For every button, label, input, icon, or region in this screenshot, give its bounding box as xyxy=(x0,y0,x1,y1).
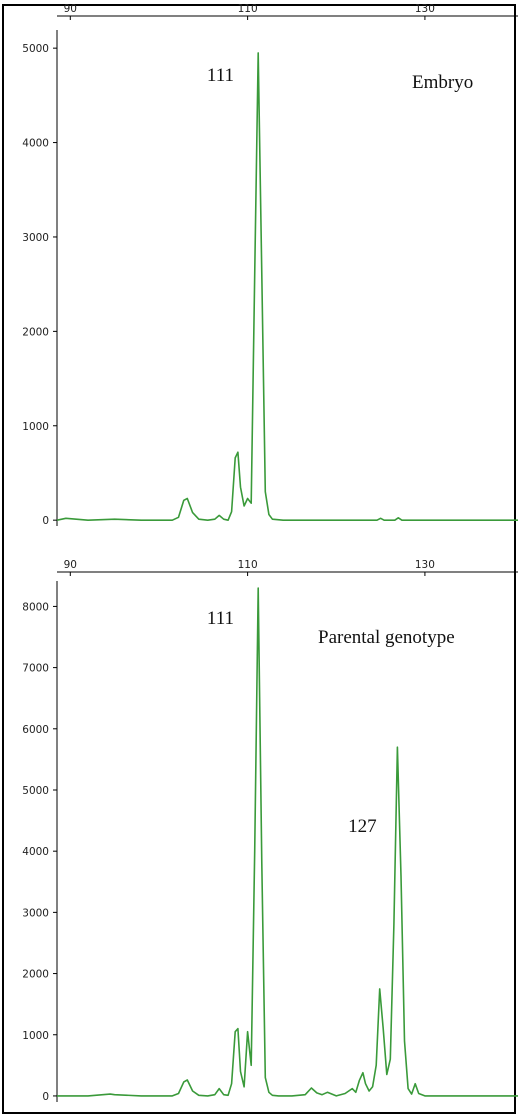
x-tick-label: 90 xyxy=(64,3,77,15)
y-tick-label: 5000 xyxy=(22,43,49,55)
peak-label: 111 xyxy=(207,65,234,86)
annotation-label: Embryo xyxy=(412,72,473,93)
x-tick-label: 130 xyxy=(415,559,435,571)
y-tick-label: 7000 xyxy=(22,663,49,675)
y-tick-label: 4000 xyxy=(22,138,49,150)
x-tick-label: 90 xyxy=(64,559,77,571)
y-tick-label: 1000 xyxy=(22,421,49,433)
peak-label: 111 xyxy=(207,608,234,629)
peak-label: 127 xyxy=(348,816,377,837)
x-tick-label: 110 xyxy=(238,559,258,571)
y-tick-label: 4000 xyxy=(22,846,49,858)
y-tick-label: 1000 xyxy=(22,1030,49,1042)
y-tick-label: 3000 xyxy=(22,232,49,244)
y-tick-label: 0 xyxy=(42,1091,49,1103)
series-line xyxy=(56,52,518,522)
parental-genotype-chart: 90 110 130 0 1000 2000 3000 4000 5000 6000 7000 800… xyxy=(22,559,518,1103)
series-line xyxy=(57,587,518,1097)
y-tick-label: 3000 xyxy=(22,907,49,919)
x-tick-label: 110 xyxy=(238,3,258,15)
y-tick-label: 2000 xyxy=(22,969,49,981)
x-tick-label: 130 xyxy=(415,3,435,15)
y-tick-label: 5000 xyxy=(22,785,49,797)
y-tick-label: 6000 xyxy=(22,724,49,736)
annotation-label: Parental genotype xyxy=(318,627,455,648)
y-tick-label: 2000 xyxy=(22,326,49,338)
embryo-chart: 90 110 130 0 1000 2000 3000 4000 5000 Embryo 111 xyxy=(22,3,518,527)
y-tick-label: 0 xyxy=(42,515,49,527)
y-tick-label: 8000 xyxy=(22,601,49,613)
panel-frame xyxy=(2,4,516,1114)
